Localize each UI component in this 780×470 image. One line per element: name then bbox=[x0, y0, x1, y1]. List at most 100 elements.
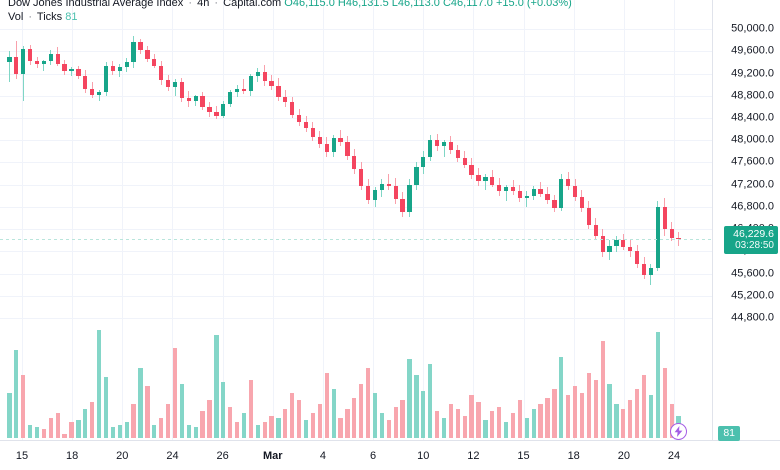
volume-bar[interactable] bbox=[579, 393, 585, 438]
volume-bar[interactable] bbox=[372, 393, 378, 438]
candle-body[interactable] bbox=[69, 69, 74, 72]
symbol-legend-row[interactable]: Dow Jones Industrial Average Index · 4h … bbox=[8, 0, 572, 10]
volume-bar[interactable] bbox=[228, 406, 233, 438]
candle-body[interactable] bbox=[34, 61, 40, 64]
candle-body[interactable] bbox=[572, 185, 578, 197]
candle-body[interactable] bbox=[400, 199, 405, 213]
volume-bar[interactable] bbox=[62, 433, 67, 438]
candle-body[interactable] bbox=[159, 65, 164, 81]
candle-body[interactable] bbox=[248, 76, 253, 92]
price-scale[interactable]: 50,000.0 49,600.0 49,200.0 48,800.0 48,400.0… bbox=[712, 0, 780, 440]
candle-body[interactable] bbox=[228, 92, 233, 104]
volume-bar[interactable] bbox=[283, 408, 288, 438]
volume-bar[interactable] bbox=[586, 372, 591, 438]
volume-bar[interactable] bbox=[407, 359, 412, 438]
volume-bar[interactable] bbox=[200, 411, 205, 438]
volume-bar[interactable] bbox=[648, 395, 654, 438]
candle-body[interactable] bbox=[483, 176, 488, 182]
volume-bar[interactable] bbox=[14, 350, 19, 438]
candle-body[interactable] bbox=[359, 169, 364, 186]
candle-body[interactable] bbox=[172, 82, 178, 88]
volume-bar[interactable] bbox=[476, 402, 481, 438]
candle-body[interactable] bbox=[338, 138, 343, 143]
volume-bar[interactable] bbox=[628, 399, 633, 438]
candle-body[interactable] bbox=[255, 71, 260, 77]
candle-body[interactable] bbox=[290, 102, 295, 115]
candle-body[interactable] bbox=[614, 240, 619, 246]
candle-body[interactable] bbox=[145, 50, 150, 60]
candle-body[interactable] bbox=[28, 49, 33, 62]
candle-body[interactable] bbox=[138, 42, 143, 51]
volume-bar[interactable] bbox=[110, 426, 116, 438]
volume-bar[interactable] bbox=[193, 426, 198, 438]
candle-body[interactable] bbox=[600, 235, 605, 253]
volume-bar[interactable] bbox=[393, 406, 398, 438]
volume-bar[interactable] bbox=[490, 411, 495, 438]
volume-bar[interactable] bbox=[317, 404, 322, 438]
volume-bar[interactable] bbox=[48, 417, 53, 438]
candle-body[interactable] bbox=[503, 187, 509, 192]
candle-body[interactable] bbox=[655, 206, 660, 268]
volume-bar[interactable] bbox=[524, 417, 529, 438]
volume-bar[interactable] bbox=[655, 332, 660, 438]
volume-bar[interactable] bbox=[538, 404, 543, 438]
candle-body[interactable] bbox=[310, 128, 316, 137]
candle-body[interactable] bbox=[62, 63, 67, 72]
volume-bar[interactable] bbox=[159, 417, 164, 438]
candle-body[interactable] bbox=[41, 61, 47, 64]
candle-body[interactable] bbox=[131, 42, 136, 63]
candle-body[interactable] bbox=[297, 114, 302, 122]
volume-bar[interactable] bbox=[186, 424, 191, 438]
candle-body[interactable] bbox=[414, 166, 419, 185]
volume-bar[interactable] bbox=[517, 399, 523, 438]
candle-body[interactable] bbox=[669, 229, 674, 238]
volume-bar[interactable] bbox=[572, 386, 578, 438]
candle-body[interactable] bbox=[331, 138, 336, 153]
volume-bar[interactable] bbox=[345, 408, 350, 438]
volume-bar[interactable] bbox=[124, 422, 129, 438]
candle-body[interactable] bbox=[538, 189, 543, 194]
volume-bar[interactable] bbox=[469, 395, 474, 438]
candle-body[interactable] bbox=[607, 245, 612, 253]
interval-label[interactable]: 4h bbox=[197, 0, 210, 9]
volume-bar[interactable] bbox=[7, 393, 12, 438]
candle-body[interactable] bbox=[421, 156, 426, 167]
candle-body[interactable] bbox=[566, 179, 571, 186]
candle-body[interactable] bbox=[200, 96, 205, 107]
volume-bar[interactable] bbox=[214, 334, 219, 438]
volume-bar[interactable] bbox=[635, 388, 640, 438]
candle-body[interactable] bbox=[103, 66, 109, 93]
volume-bar[interactable] bbox=[614, 404, 619, 438]
candle-body[interactable] bbox=[628, 246, 633, 252]
candle-body[interactable] bbox=[48, 53, 53, 62]
candle-body[interactable] bbox=[241, 88, 247, 92]
candle-body[interactable] bbox=[352, 155, 357, 170]
candle-body[interactable] bbox=[269, 81, 274, 86]
volume-bar[interactable] bbox=[641, 375, 647, 438]
volume-bar[interactable] bbox=[297, 399, 302, 438]
volume-bar[interactable] bbox=[462, 415, 467, 438]
candle-body[interactable] bbox=[55, 53, 60, 64]
candle-body[interactable] bbox=[193, 96, 198, 102]
candle-body[interactable] bbox=[490, 176, 495, 185]
candle-body[interactable] bbox=[324, 143, 329, 153]
candle-body[interactable] bbox=[407, 184, 412, 213]
volume-bar[interactable] bbox=[290, 393, 295, 438]
volume-bar[interactable] bbox=[531, 408, 536, 438]
candle-body[interactable] bbox=[379, 183, 385, 191]
volume-bar[interactable] bbox=[248, 379, 253, 438]
candle-body[interactable] bbox=[510, 187, 516, 192]
volume-bar[interactable] bbox=[366, 368, 371, 438]
candle-body[interactable] bbox=[207, 106, 212, 113]
volume-bar[interactable] bbox=[483, 420, 488, 438]
volume-bar[interactable] bbox=[441, 417, 447, 438]
candle-body[interactable] bbox=[441, 142, 447, 146]
volume-bar[interactable] bbox=[241, 413, 247, 438]
candle-body[interactable] bbox=[524, 195, 529, 198]
volume-bar[interactable] bbox=[428, 363, 433, 438]
volume-bar[interactable] bbox=[117, 424, 122, 438]
volume-bar[interactable] bbox=[421, 390, 426, 438]
volume-bar[interactable] bbox=[669, 404, 674, 438]
candle-body[interactable] bbox=[117, 66, 122, 71]
candle-body[interactable] bbox=[545, 193, 550, 201]
